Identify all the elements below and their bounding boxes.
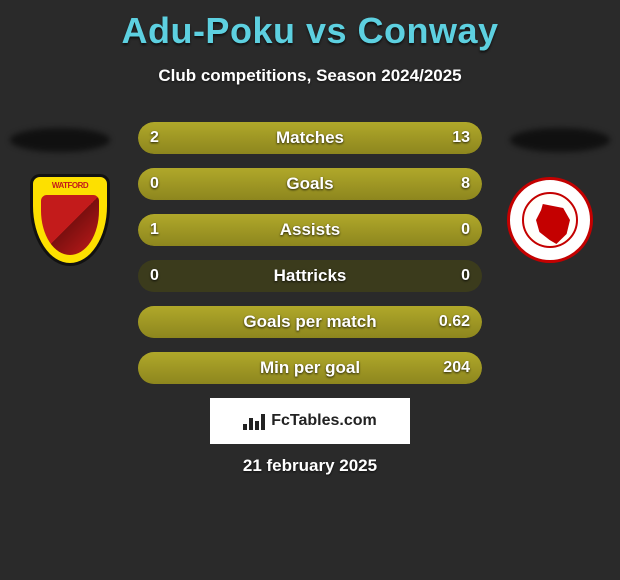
watermark-text: FcTables.com: [271, 412, 377, 430]
bars-icon: [243, 412, 265, 430]
stat-label: Hattricks: [138, 260, 482, 292]
stat-label: Matches: [138, 122, 482, 154]
stat-row: 213Matches: [138, 122, 482, 154]
date-footer: 21 february 2025: [0, 456, 620, 476]
stat-label: Assists: [138, 214, 482, 246]
watford-shield-icon: [30, 174, 110, 266]
stat-row: 08Goals: [138, 168, 482, 200]
watermark: FcTables.com: [210, 398, 410, 444]
crest-shadow-left: [10, 128, 110, 152]
crest-right: [500, 170, 600, 270]
stats-panel: 213Matches 08Goals 10Assists 00Hattricks 0.6…: [138, 122, 482, 398]
crest-left: [20, 170, 120, 270]
stat-row: 10Assists: [138, 214, 482, 246]
crest-shadow-right: [510, 128, 610, 152]
stat-row: 0.62Goals per match: [138, 306, 482, 338]
stat-label: Min per goal: [138, 352, 482, 384]
middlesbrough-shield-icon: [507, 177, 593, 263]
stat-label: Goals: [138, 168, 482, 200]
stat-row: 204Min per goal: [138, 352, 482, 384]
stat-row: 00Hattricks: [138, 260, 482, 292]
page-subtitle: Club competitions, Season 2024/2025: [0, 66, 620, 86]
stat-label: Goals per match: [138, 306, 482, 338]
page-title: Adu-Poku vs Conway: [0, 0, 620, 52]
